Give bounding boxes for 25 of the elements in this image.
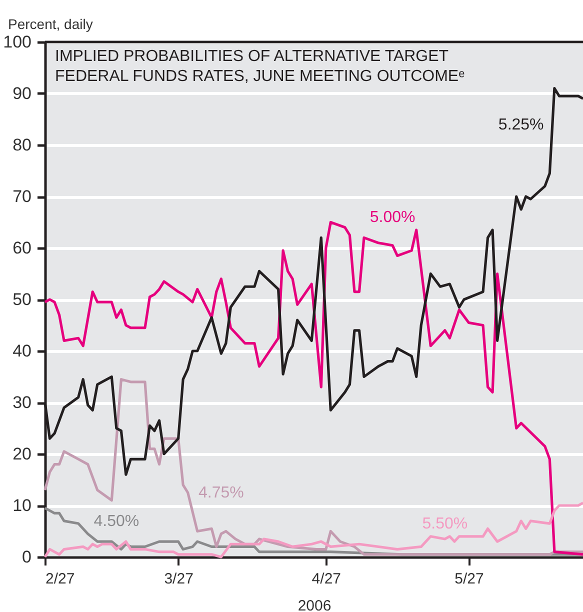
y-axis-title: Percent, daily (8, 16, 93, 32)
series-label: 5.00% (370, 209, 416, 226)
line-series (44, 378, 583, 556)
y-tick-label: 80 (12, 136, 32, 154)
y-tick-label: 60 (12, 238, 32, 258)
y-tick-label: 50 (12, 290, 32, 309)
y-tick-label: 10 (12, 496, 32, 515)
y-tick-label: 0 (22, 548, 32, 566)
series-label: 4.50% (94, 512, 140, 530)
series-label: 4.75% (198, 484, 244, 502)
x-tick-label: 5/27 (454, 570, 484, 588)
y-tick-label: 70 (12, 187, 32, 206)
y-tick-label: 40 (12, 342, 32, 360)
x-axis-title: 2006 (298, 598, 332, 612)
y-tick-label: 20 (12, 444, 32, 464)
y-tick-label: 30 (12, 393, 32, 412)
series-label: 5.25% (498, 116, 544, 134)
line-series (44, 220, 583, 556)
x-tick-label: 4/27 (312, 570, 342, 588)
y-tick-label: 90 (12, 84, 32, 103)
text: IMPLIED PROBABILITIES OF ALTERNATIVE TARGET FEDERAL FUNDS RATES, JUNE MEETING OUTCOMEᵉ (55, 48, 465, 85)
x-tick-label: 2/27 (46, 570, 75, 588)
series-label: 5.50% (422, 516, 468, 533)
x-tick-label: 3/27 (164, 570, 194, 588)
y-tick-label: 100 (3, 32, 32, 52)
